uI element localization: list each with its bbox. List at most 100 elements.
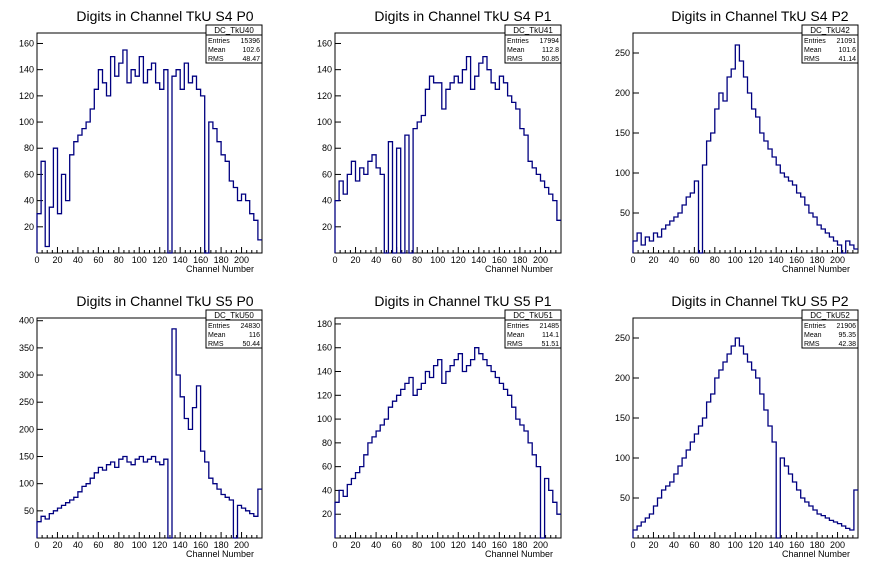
x-tick-label: 200 (234, 540, 249, 550)
histogram-panel-6: Digits in Channel TkU S5 P25010015020025… (615, 293, 859, 559)
x-tick-label: 120 (748, 255, 763, 265)
y-tick-label: 100 (317, 117, 332, 127)
stats-name: DC_TkU50 (214, 311, 254, 320)
y-tick-label: 100 (317, 414, 332, 424)
stats-name: DC_TkU42 (810, 26, 850, 35)
x-axis-label: Channel Number (782, 264, 850, 274)
stats-value: 112.8 (542, 47, 559, 54)
x-tick-label: 20 (648, 255, 658, 265)
x-tick-label: 20 (351, 255, 361, 265)
histogram-title: Digits in Channel TkU S5 P1 (374, 293, 551, 309)
y-tick-label: 400 (19, 316, 34, 326)
x-tick-label: 60 (392, 255, 402, 265)
x-tick-label: 140 (769, 540, 784, 550)
x-axis-label: Channel Number (782, 549, 850, 559)
stats-name: DC_TkU41 (513, 26, 553, 35)
stats-box (504, 24, 562, 64)
stats-value: 15396 (241, 38, 261, 45)
y-tick-label: 50 (24, 506, 34, 516)
x-tick-label: 180 (512, 255, 527, 265)
stats-key: RMS (507, 341, 523, 348)
stats-value: 95.35 (838, 332, 856, 339)
stats-name: DC_TkU52 (810, 311, 850, 320)
x-tick-label: 160 (492, 540, 507, 550)
y-tick-label: 50 (620, 493, 630, 503)
stats-box (205, 309, 263, 349)
stats-value: 102.6 (242, 47, 260, 54)
y-tick-label: 250 (19, 397, 34, 407)
stats-key: Entries (507, 323, 529, 330)
plot-frame (334, 32, 562, 254)
x-tick-label: 120 (451, 540, 466, 550)
y-tick-label: 150 (19, 452, 34, 462)
stats-key: RMS (507, 56, 523, 63)
y-tick-label: 40 (322, 196, 332, 206)
stats-value: 50.85 (541, 56, 559, 63)
stats-box (504, 309, 562, 349)
y-tick-label: 20 (322, 509, 332, 519)
x-tick-label: 40 (669, 540, 679, 550)
x-tick-label: 160 (193, 540, 208, 550)
histogram-panel-4: Digits in Channel TkU S5 P0 50 100 150 200 25… (19, 293, 263, 559)
x-axis-label: Channel Number (186, 549, 254, 559)
x-tick-label: 40 (669, 255, 679, 265)
plot-frame (632, 32, 859, 254)
stats-value: 21485 (540, 323, 560, 330)
stats-key: Mean (804, 47, 822, 54)
histogram-panel-3: Digits in Channel TkU S4 P25010015020025… (615, 8, 859, 274)
histogram-line (334, 55, 561, 254)
x-tick-label: 160 (193, 255, 208, 265)
x-tick-label: 160 (789, 255, 804, 265)
y-tick-label: 250 (615, 48, 630, 58)
stats-key: Entries (804, 323, 826, 330)
x-tick-label: 80 (412, 540, 422, 550)
stats-key: Entries (208, 38, 230, 45)
stats-name: DC_TkU40 (214, 26, 254, 35)
x-tick-label: 100 (430, 255, 445, 265)
y-tick-label: 60 (24, 169, 34, 179)
x-tick-label: 0 (34, 540, 39, 550)
histogram-title: Digits in Channel TkU S5 P0 (76, 293, 253, 309)
y-tick-label: 100 (19, 117, 34, 127)
x-tick-label: 100 (430, 540, 445, 550)
stats-value: 48.47 (242, 56, 260, 63)
y-tick-label: 60 (322, 462, 332, 472)
x-tick-label: 0 (630, 255, 635, 265)
histogram-title: Digits in Channel TkU S4 P2 (671, 8, 848, 24)
stats-key: Mean (208, 47, 226, 54)
y-tick-label: 120 (317, 91, 332, 101)
x-tick-label: 0 (34, 255, 39, 265)
y-tick-label: 80 (322, 143, 332, 153)
stats-value: 42.38 (838, 341, 856, 348)
x-tick-label: 100 (132, 540, 147, 550)
y-tick-label: 140 (317, 367, 332, 377)
plot-frame (36, 32, 263, 254)
stats-key: Entries (208, 323, 230, 330)
stats-value: 21091 (837, 38, 857, 45)
x-tick-label: 20 (648, 540, 658, 550)
stats-key: RMS (804, 341, 820, 348)
x-tick-label: 120 (748, 540, 763, 550)
histogram-panel-5: Digits in Channel TkU S5 P1 20 40 60 80 100 12… (317, 293, 562, 559)
histogram-line (632, 337, 858, 539)
y-tick-label: 80 (322, 438, 332, 448)
x-tick-label: 200 (533, 540, 548, 550)
y-tick-label: 100 (615, 453, 630, 463)
stats-key: Entries (507, 38, 529, 45)
y-tick-label: 200 (615, 88, 630, 98)
x-tick-label: 200 (234, 255, 249, 265)
histogram-panel-2: Digits in Channel TkU S4 P1 20 40 60 80 100 12… (317, 8, 562, 274)
x-tick-label: 200 (830, 540, 845, 550)
y-tick-label: 40 (322, 485, 332, 495)
plot-frame (334, 317, 562, 539)
y-tick-label: 180 (317, 319, 332, 329)
x-tick-label: 100 (132, 255, 147, 265)
stats-value: 41.14 (838, 56, 856, 63)
histogram-line (36, 328, 262, 539)
x-tick-label: 140 (173, 255, 188, 265)
histogram-title: Digits in Channel TkU S5 P2 (671, 293, 848, 309)
stats-value: 21906 (837, 323, 857, 330)
x-tick-label: 40 (371, 255, 381, 265)
x-tick-label: 120 (152, 540, 167, 550)
x-tick-label: 20 (351, 540, 361, 550)
